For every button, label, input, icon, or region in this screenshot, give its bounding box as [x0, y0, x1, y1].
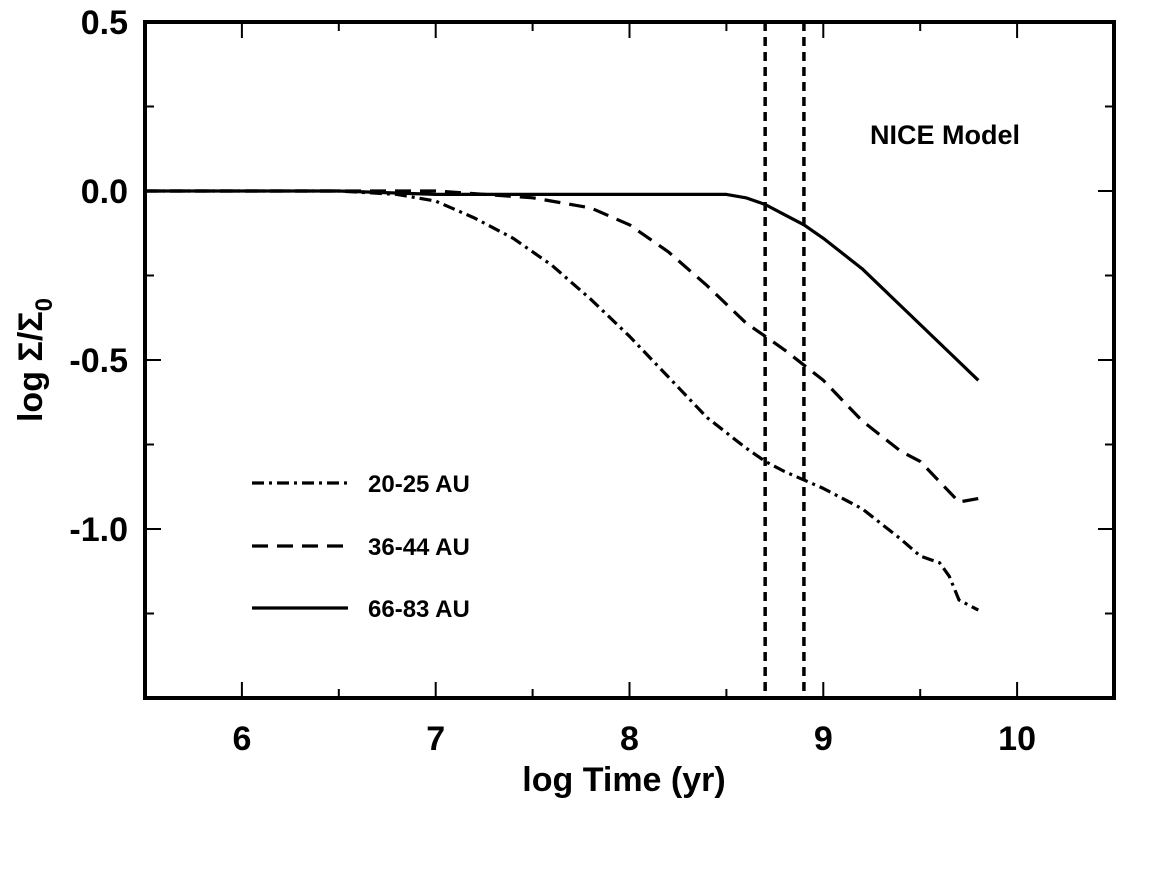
x-tick-labels: 6 7 8 9 10 — [232, 720, 1036, 758]
y-tick-label: 0.5 — [81, 4, 128, 42]
reference-lines — [763, 22, 806, 698]
legend: 20-25 AU 36-44 AU 66-83 AU — [252, 471, 470, 623]
legend-label: 36-44 AU — [368, 534, 470, 561]
y-axis-title: log Σ/Σ0 — [12, 298, 58, 422]
x-tick-label: 7 — [426, 720, 445, 758]
x-tick-label: 9 — [814, 720, 833, 758]
y-axis-title-subscript: 0 — [31, 298, 58, 311]
x-tick-label: 8 — [620, 720, 639, 758]
legend-label: 20-25 AU — [368, 471, 470, 498]
plot-frame — [143, 20, 1116, 700]
y-tick-label: -0.5 — [69, 342, 128, 380]
legend-label: 66-83 AU — [368, 596, 470, 623]
y-tick-label: -1.0 — [69, 511, 128, 549]
annotation-label: NICE Model — [870, 120, 1020, 150]
series — [145, 189, 980, 612]
x-tick-label: 6 — [232, 720, 251, 758]
x-axis-title: log Time (yr) — [522, 761, 725, 799]
y-tick-labels: 0.5 0.0 -0.5 -1.0 — [69, 4, 128, 549]
y-tick-label: 0.0 — [81, 173, 128, 211]
series-line — [145, 189, 980, 612]
x-tick-label: 10 — [998, 720, 1036, 758]
series-line — [145, 189, 980, 382]
series-line — [145, 189, 979, 504]
y-axis-title-main: log Σ/Σ — [12, 311, 50, 422]
